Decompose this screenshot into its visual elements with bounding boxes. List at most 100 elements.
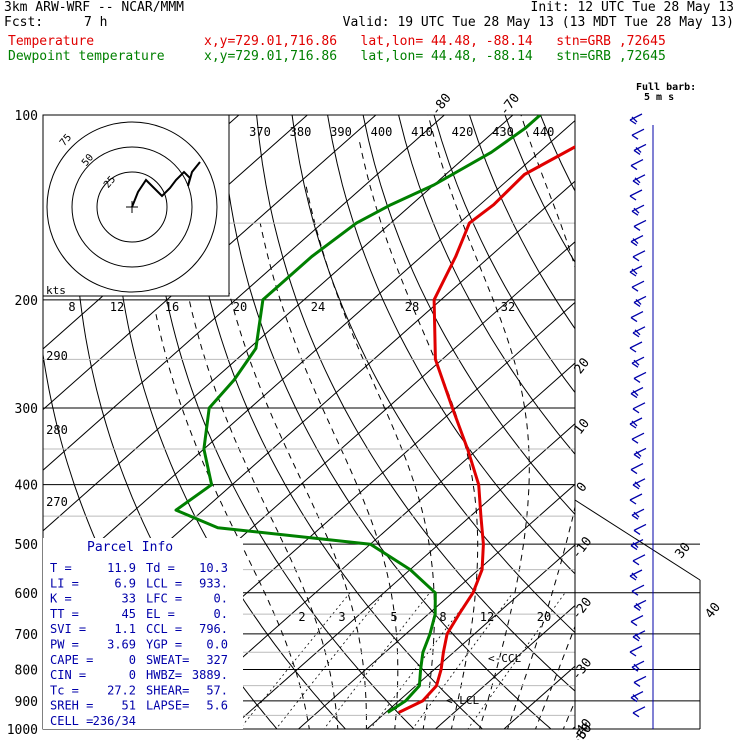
wind-barb bbox=[633, 371, 647, 379]
isotherm-tick-label: 30 bbox=[673, 540, 694, 562]
parcel-row-value: 933. bbox=[199, 576, 228, 590]
wind-barb bbox=[629, 195, 637, 201]
wind-barb bbox=[630, 311, 644, 319]
parcel-row-label: K = bbox=[50, 592, 72, 606]
pressure-tick-label: 900 bbox=[15, 695, 38, 710]
dry-adiabat-line bbox=[682, 115, 740, 740]
sounding-traces bbox=[174, 115, 575, 714]
hodograph-axis-labels: 8 12 16 20 24 28 32 bbox=[68, 300, 515, 314]
pressure-tick-label: 700 bbox=[15, 628, 38, 643]
hodograph-axis-label: 20 bbox=[233, 300, 247, 314]
mixing-ratio-line bbox=[275, 592, 385, 729]
moist-adiabat-line bbox=[305, 184, 435, 729]
isotherm-tick-label: -20 bbox=[569, 595, 595, 623]
wind-barb bbox=[632, 256, 640, 262]
parcel-row-value: 327 bbox=[206, 653, 228, 667]
parcel-info-title: Parcel Info bbox=[87, 540, 173, 555]
wind-barb bbox=[633, 295, 647, 303]
isotherm-line bbox=[434, 604, 575, 729]
right-region-edge bbox=[574, 499, 701, 581]
pressure-tick-label: 1000 bbox=[7, 723, 38, 738]
parcel-row-label: CCL = bbox=[146, 622, 182, 636]
wind-barb bbox=[632, 408, 640, 414]
parcel-row-label: SREH = bbox=[50, 699, 93, 713]
parcel-row-value: 10.3 bbox=[199, 561, 228, 575]
header-valid: Valid: 19 UTC Tue 28 May 13 (13 MDT Tue … bbox=[342, 15, 734, 30]
parcel-row-label: LI = bbox=[50, 576, 79, 590]
dry-adiabat-line bbox=[256, 115, 575, 692]
wind-barb bbox=[635, 450, 642, 457]
legend-dewpoint-location: x,y=729.01,716.86 lat,lon= 44.48, -88.14… bbox=[204, 49, 666, 64]
wind-barb bbox=[633, 599, 647, 607]
isotherm-line bbox=[43, 115, 377, 411]
wind-barb bbox=[630, 165, 638, 171]
wind-barb bbox=[632, 484, 640, 490]
parcel-row-value: 45 bbox=[122, 607, 136, 621]
parcel-row-value: 3889. bbox=[192, 668, 228, 682]
legend-dewpoint-label: Dewpoint temperature bbox=[8, 49, 165, 64]
wind-barb bbox=[630, 697, 638, 703]
wind-barb bbox=[633, 207, 640, 214]
wind-barb bbox=[632, 560, 640, 566]
theta-tick-label: 370 bbox=[249, 125, 271, 139]
parcel-row-label: EL = bbox=[146, 607, 175, 621]
hodograph-ring bbox=[46, 121, 218, 293]
isotherm-tick-label: -40 bbox=[569, 716, 595, 740]
wind-barb bbox=[631, 134, 639, 140]
wind-barb bbox=[633, 225, 641, 231]
wind-barb bbox=[630, 393, 638, 399]
wind-barb bbox=[632, 180, 640, 186]
wind-barb bbox=[633, 529, 641, 535]
parcel-row-label: CELL = bbox=[50, 714, 93, 728]
wind-barb bbox=[630, 545, 638, 551]
wind-barb bbox=[632, 542, 639, 549]
parcel-row-value: 796. bbox=[199, 622, 228, 636]
wind-barb bbox=[634, 329, 641, 336]
wind-barb bbox=[634, 177, 641, 184]
theta-tick-label: 440 bbox=[533, 125, 555, 139]
wind-barb bbox=[630, 615, 644, 623]
wind-barb bbox=[633, 143, 647, 151]
dry-adiabat-line bbox=[647, 115, 740, 740]
theta-tick-label: 430 bbox=[492, 125, 514, 139]
wind-barb bbox=[632, 630, 646, 638]
parcel-row-label: LFC = bbox=[146, 592, 182, 606]
wind-barb bbox=[632, 326, 646, 334]
parcel-row-label: Tc = bbox=[50, 683, 79, 697]
header-model: 3km ARW-WRF -- NCAR/MMM bbox=[4, 0, 185, 15]
wind-barb bbox=[631, 514, 639, 520]
dry-adiabat-line bbox=[504, 115, 575, 264]
theta-left-label: 290 bbox=[46, 349, 68, 363]
legend-temperature-location: x,y=729.01,716.86 lat,lon= 44.48, -88.14… bbox=[204, 34, 666, 49]
pressure-tick-label: 300 bbox=[15, 402, 38, 417]
wind-barb bbox=[632, 478, 646, 486]
wind-barb bbox=[633, 605, 641, 611]
legend-temperature-label: Temperature bbox=[8, 34, 95, 49]
wind-barb bbox=[629, 347, 637, 353]
theta-left-label: 270 bbox=[46, 495, 68, 509]
wind-barb bbox=[629, 575, 637, 581]
wind-barb bbox=[631, 584, 645, 592]
wind-barb bbox=[629, 265, 643, 273]
pressure-tick-label: 400 bbox=[15, 479, 38, 494]
dry-adiabat-line bbox=[718, 115, 740, 740]
pressure-tick-label: 600 bbox=[15, 587, 38, 602]
parcel-row-label: T = bbox=[50, 561, 72, 575]
isotherm-line bbox=[43, 119, 575, 593]
hodograph-axis-label: 12 bbox=[110, 300, 124, 314]
parcel-row-value: 6.9 bbox=[114, 576, 136, 590]
wind-barb bbox=[631, 210, 639, 216]
parcel-row-label: LCL = bbox=[146, 576, 182, 590]
parcel-row-value: 5.6 bbox=[206, 699, 228, 713]
wind-barb bbox=[633, 523, 647, 531]
wind-barb bbox=[634, 633, 641, 640]
hodograph-kts-label: kts bbox=[46, 284, 66, 297]
barb-legend-line2: 5 m s bbox=[644, 92, 675, 103]
wind-barb bbox=[633, 149, 641, 155]
header-fcst-label: Fcst: bbox=[4, 15, 44, 30]
wind-barb bbox=[631, 438, 639, 444]
wind-barb bbox=[631, 590, 639, 596]
parcel-row-label: CAPE = bbox=[50, 653, 93, 667]
